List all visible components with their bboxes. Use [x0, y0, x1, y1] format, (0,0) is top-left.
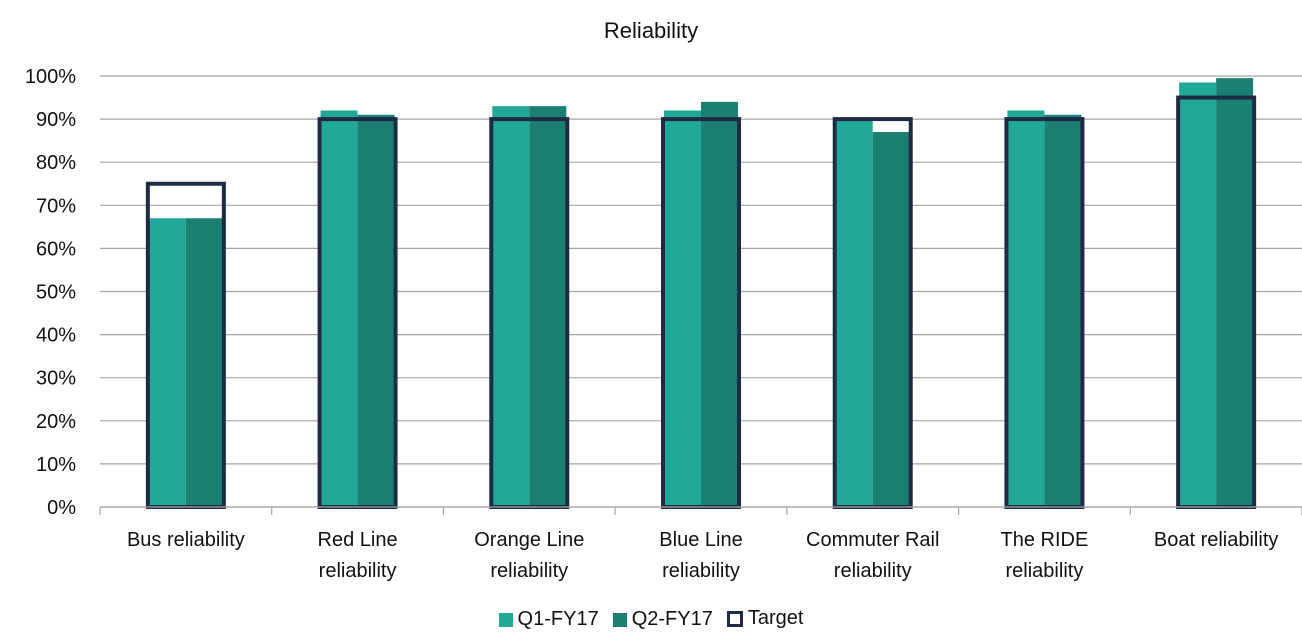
- y-tick-label: 50%: [36, 282, 76, 304]
- y-tick-label: 40%: [36, 325, 76, 347]
- x-tick-label: reliability: [834, 560, 912, 582]
- legend: Q1-FY17 Q2-FY17 Target: [0, 607, 1302, 633]
- bar-q1: [835, 119, 873, 507]
- bar-q1: [1179, 82, 1217, 507]
- legend-item: Q2-FY17: [612, 608, 713, 631]
- y-tick-label: 60%: [36, 238, 76, 260]
- x-tick-label: Bus reliability: [127, 529, 245, 551]
- legend-swatch: [612, 612, 627, 627]
- y-tick-label: 90%: [36, 109, 76, 131]
- bar-q1: [148, 218, 186, 508]
- bar-q2: [872, 132, 910, 507]
- bar-q1: [664, 110, 701, 507]
- x-tick-label: Blue Line: [659, 529, 742, 551]
- legend-item: Q1-FY17: [498, 608, 599, 631]
- bar-q2: [701, 101, 738, 508]
- x-tick-label: Red Line: [318, 529, 398, 551]
- bar-q2: [1216, 78, 1254, 507]
- y-tick-label: 10%: [36, 454, 76, 476]
- bar-q2: [529, 106, 567, 508]
- x-tick-label: Boat reliability: [1154, 529, 1279, 551]
- x-tick-label: reliability: [319, 560, 397, 582]
- y-tick-label: 30%: [36, 368, 76, 390]
- x-tick-label: Commuter Rail: [806, 529, 939, 551]
- y-tick-label: 100%: [25, 66, 76, 88]
- x-tick-label: reliability: [662, 560, 740, 582]
- bar-q1: [1007, 110, 1045, 507]
- y-tick-label: 20%: [36, 411, 76, 433]
- legend-item: Target: [726, 607, 804, 630]
- chart-title: Reliability: [603, 18, 699, 43]
- x-tick-label: reliability: [1006, 560, 1084, 582]
- legend-label: Q1-FY17: [517, 608, 599, 630]
- bar-q1: [492, 106, 530, 508]
- legend-label: Target: [747, 607, 804, 629]
- y-tick-label: 80%: [36, 152, 76, 174]
- x-tick-label: The RIDE: [1001, 529, 1089, 551]
- y-tick-label: 70%: [36, 195, 76, 217]
- bar-q2: [357, 114, 395, 507]
- bar-q2: [185, 218, 223, 508]
- x-tick-label: reliability: [490, 560, 568, 582]
- y-tick-label: 0%: [47, 497, 76, 519]
- bar-q2: [1044, 114, 1082, 507]
- bar-q1: [320, 110, 358, 507]
- legend-label: Q2-FY17: [631, 608, 713, 630]
- x-tick-label: Orange Line: [474, 529, 584, 551]
- legend-swatch: [726, 610, 743, 627]
- legend-swatch: [498, 612, 513, 627]
- plot-area: 0% 10% 20% 30% 40% 50% 60% 70% 80% 90% 100% Bus rel…: [25, 66, 1302, 582]
